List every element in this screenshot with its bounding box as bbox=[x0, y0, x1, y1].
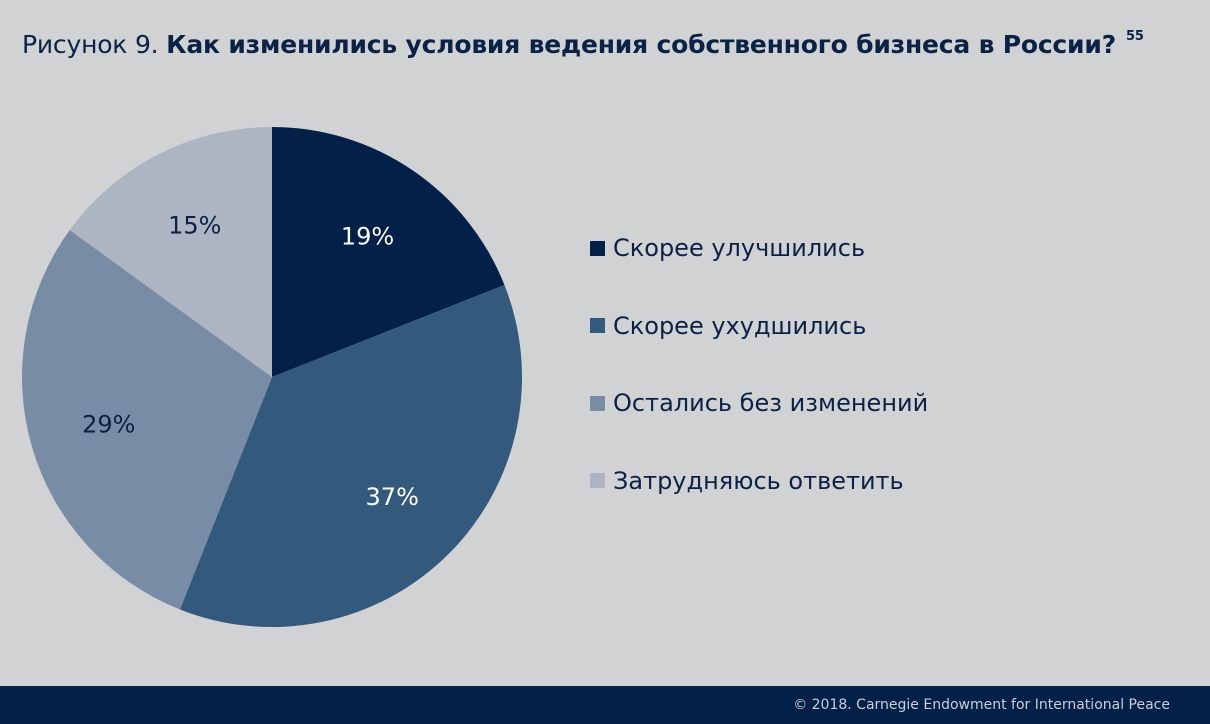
slice-label-3: 29% bbox=[82, 410, 135, 438]
legend-item-2: Скорее ухудшились bbox=[590, 310, 928, 342]
pie-slice-4 bbox=[69, 126, 272, 377]
legend-label: Остались без изменений bbox=[613, 389, 929, 417]
footer-bar: © 2018. Carnegie Endowment for Internati… bbox=[0, 686, 1210, 724]
legend-label: Скорее ухудшились bbox=[613, 311, 867, 340]
pie-chart: 19% 37% 29% 15% bbox=[21, 126, 522, 627]
title-text: Как изменились условия ведения собственн… bbox=[166, 30, 1116, 59]
legend-item-3: Остались без изменений bbox=[590, 387, 928, 419]
legend-label: Затрудняюсь ответить bbox=[613, 466, 904, 495]
pie-slice-2 bbox=[179, 284, 522, 627]
copyright-text: © 2018. Carnegie Endowment for Internati… bbox=[793, 697, 1170, 713]
footnote-ref: 55 bbox=[1126, 28, 1144, 44]
legend-swatch bbox=[590, 395, 605, 411]
legend: Скорее улучшились Скорее ухудшились Остали… bbox=[590, 232, 928, 542]
legend-swatch bbox=[590, 318, 605, 333]
legend-label: Скорее улучшились bbox=[613, 234, 866, 262]
chart-title: Рисунок 9. Как изменились условия ведени… bbox=[22, 28, 1144, 59]
legend-swatch bbox=[590, 240, 605, 256]
slice-label-1: 19% bbox=[341, 222, 394, 250]
slice-label-4: 15% bbox=[168, 212, 221, 240]
pie-slice-3 bbox=[21, 230, 272, 610]
figure-number: Рисунок 9. bbox=[22, 30, 167, 59]
slice-label-2: 37% bbox=[366, 483, 419, 511]
legend-swatch bbox=[590, 473, 605, 488]
legend-item-4: Затрудняюсь ответить bbox=[590, 465, 928, 497]
pie-slice-1 bbox=[272, 127, 505, 377]
legend-item-1: Скорее улучшились bbox=[590, 232, 928, 264]
